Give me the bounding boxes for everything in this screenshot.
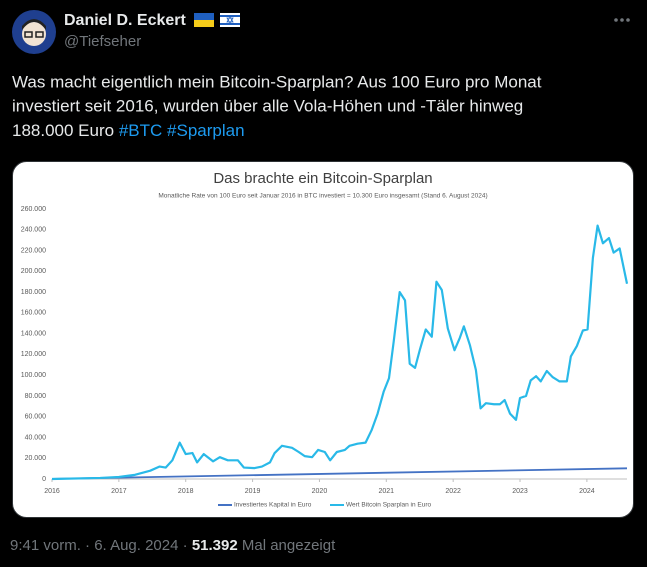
media-card[interactable]: [12, 161, 634, 518]
separator: ·: [85, 537, 90, 554]
views-label: Mal angezeigt: [242, 537, 336, 554]
avatar-face: [22, 22, 46, 46]
author-handle[interactable]: @Tiefseher: [64, 33, 141, 50]
x-tick-label: 2021: [379, 488, 395, 495]
y-tick-label: 160.000: [21, 310, 46, 317]
y-tick-label: 60.000: [25, 414, 47, 421]
footer: 9:41 vorm. · 6. Aug. 2024 · 51.392 Mal a…: [10, 537, 336, 554]
date[interactable]: 6. Aug. 2024: [94, 537, 178, 554]
avatar-glasses: [24, 31, 33, 38]
tweet-text: 188.000 Euro #BTC #Sparplan: [12, 121, 245, 140]
legend-label: Wert Bitcoin Sparplan in Euro: [346, 502, 432, 509]
x-tick-label: 2023: [512, 488, 528, 495]
y-tick-label: 80.000: [25, 393, 47, 400]
tweet-text-line: 188.000 Euro: [12, 121, 114, 140]
y-tick-label: 200.000: [21, 268, 46, 275]
time[interactable]: 9:41 vorm.: [10, 537, 81, 554]
flag-israel: [220, 13, 240, 27]
chart-subtitle: Monatliche Rate von 100 Euro seit Januar…: [158, 193, 487, 200]
y-tick-label: 180.000: [21, 289, 46, 296]
y-tick-label: 20.000: [25, 455, 47, 462]
author-name[interactable]: Daniel D. Eckert: [64, 12, 187, 29]
x-tick-label: 2019: [245, 488, 261, 495]
y-tick-label: 260.000: [21, 206, 46, 213]
x-tick-label: 2018: [178, 488, 194, 495]
avatar-glasses: [35, 31, 44, 38]
y-tick-label: 0: [42, 476, 46, 483]
x-tick-label: 2016: [44, 488, 60, 495]
avatar[interactable]: [12, 10, 56, 54]
separator: ·: [183, 537, 188, 554]
y-tick-label: 100.000: [21, 372, 46, 379]
y-tick-label: 220.000: [21, 247, 46, 254]
x-tick-label: 2022: [445, 488, 461, 495]
x-tick-label: 2017: [111, 488, 127, 495]
tweet-text: investiert seit 2016, wurden über alle V…: [12, 96, 523, 115]
plot: 0 20.000 40.000 60.000 80.000 100.000 120.000 1…: [21, 206, 629, 509]
series-line: [51, 467, 628, 480]
hashtag[interactable]: #Sparplan: [167, 121, 245, 140]
chart-title: Das brachte ein Bitcoin-Sparplan: [213, 170, 432, 187]
series-line: [51, 224, 629, 481]
x-tick-label: 2020: [312, 488, 328, 495]
legend-label: Investiertes Kapital in Euro: [234, 502, 312, 509]
x-tick-label: 2024: [579, 488, 595, 495]
y-tick-label: 40.000: [25, 434, 47, 441]
avatar-hair: [22, 19, 46, 30]
tweet-text: Was macht eigentlich mein Bitcoin-Sparpl…: [12, 72, 542, 91]
more-menu[interactable]: [614, 18, 630, 22]
view-count: 51.392: [192, 537, 238, 554]
y-tick-label: 120.000: [21, 351, 46, 358]
y-tick-label: 140.000: [21, 330, 46, 337]
flag-ukraine: [194, 13, 214, 27]
y-tick-label: 240.000: [21, 227, 46, 234]
hashtag[interactable]: #BTC: [119, 121, 162, 140]
